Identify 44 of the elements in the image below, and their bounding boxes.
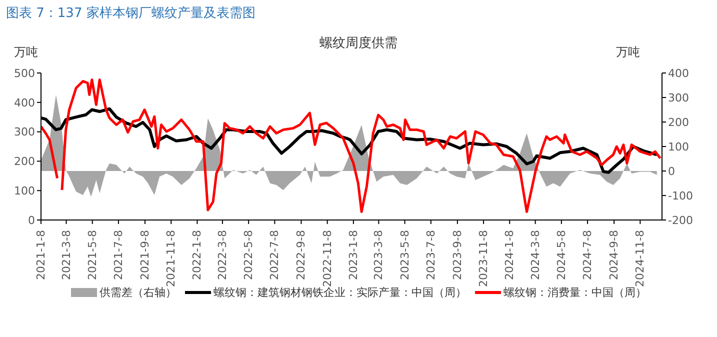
- x-tick-label: 2021-9-8: [138, 230, 152, 280]
- x-tick-label: 2021-7-8: [112, 230, 125, 280]
- x-tick-label: 2024-11-8: [634, 230, 647, 287]
- y-tick-label: 0: [28, 214, 35, 227]
- y-tick-label: 500: [14, 66, 35, 80]
- y2-tick-label: 400: [668, 66, 689, 80]
- y2-tick-label: -100: [668, 189, 693, 202]
- x-tick-label: 2022-3-8: [216, 230, 229, 280]
- y2-tick-label: 100: [668, 140, 689, 154]
- x-tick-label: 2023-9-8: [450, 230, 464, 280]
- x-tick-label: 2023-7-8: [424, 230, 438, 280]
- x-tick-label: 2022-11-8: [320, 230, 334, 287]
- y-tick-label: 100: [14, 184, 35, 198]
- x-tick-label: 2024-7-8: [581, 230, 594, 280]
- x-tick-label: 2024-3-8: [528, 230, 542, 280]
- legend-label: 螺纹钢：建筑钢材钢铁企业：实际产量：中国（周）: [214, 286, 466, 300]
- x-tick-label: 2021-1-8: [34, 230, 48, 280]
- x-tick-label: 2023-1-8: [346, 230, 360, 280]
- x-tick-label: 2022-7-8: [268, 230, 282, 280]
- x-tick-label: 2023-5-8: [398, 230, 412, 280]
- y2-tick-label: 0: [668, 164, 675, 178]
- y-tick-label: 200: [14, 155, 35, 168]
- y2-tick-label: 200: [668, 116, 689, 129]
- y2-tick-label: -200: [668, 214, 693, 227]
- legend-label: 螺纹钢：消费量：中国（周）: [504, 286, 646, 300]
- x-tick-label: 2023-3-8: [372, 230, 386, 280]
- x-tick-label: 2023-11-8: [477, 230, 490, 287]
- x-tick-label: 2021-5-8: [86, 230, 99, 280]
- y2-axis-title: 万吨: [616, 44, 640, 61]
- x-tick-label: 2022-5-8: [242, 230, 256, 280]
- legend-label: 供需差（右轴）: [100, 286, 176, 300]
- x-tick-label: 2024-1-8: [503, 230, 516, 280]
- x-tick-label: 2022-9-8: [294, 230, 308, 280]
- x-tick-label: 2021-11-8: [164, 230, 178, 287]
- x-tick-label: 2024-9-8: [608, 230, 621, 280]
- y2-tick-label: 300: [668, 91, 689, 104]
- chart-subtitle: 螺纹周度供需: [320, 36, 398, 51]
- y-tick-label: 300: [14, 126, 35, 139]
- x-tick-label: 2021-3-8: [60, 230, 73, 280]
- x-tick-label: 2024-5-8: [554, 230, 568, 280]
- y-axis-title: 万吨: [14, 44, 38, 61]
- x-tick-label: 2022-1-8: [190, 230, 204, 280]
- chart-title: 图表 7：137 家样本钢厂螺纹产量及表需图: [6, 5, 256, 22]
- y-tick-label: 400: [14, 96, 35, 110]
